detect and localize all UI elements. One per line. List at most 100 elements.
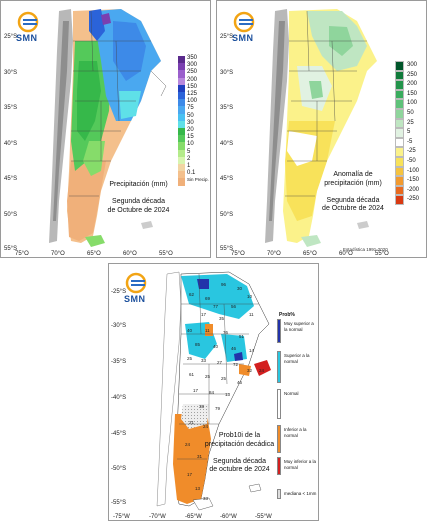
legend-label: 30 [187, 119, 194, 126]
legend-label: -50 [407, 158, 416, 164]
lon-label: -70°W [149, 514, 166, 520]
legend-swatch [395, 195, 404, 205]
legend-label: 50 [407, 110, 414, 116]
station-value: 62 [189, 292, 195, 297]
title-line: Anomalía de [333, 171, 373, 178]
title-line: Precipitación (mm) [109, 181, 168, 188]
station-value: 77 [213, 304, 219, 309]
station-value: 61 [189, 372, 195, 377]
smn-logo-icon [233, 11, 255, 33]
precipitation-title: Precipitación (mm) Segunda década de Oct… [101, 181, 176, 215]
legend-swatch [178, 77, 185, 85]
lat-label: 50°S [220, 212, 234, 218]
title-line: Segunda década [213, 457, 266, 465]
probability-title: Prob10i de la precipitación decádica Seg… [197, 432, 282, 475]
station-value: 85 [195, 342, 201, 347]
station-value: 46 [237, 380, 243, 385]
legend-swatch [178, 120, 185, 128]
legend-label: 300 [187, 62, 198, 69]
legend-swatch [178, 84, 185, 92]
station-value: 51 [239, 334, 245, 339]
station-value: 24 [185, 442, 191, 447]
legend-label: Muy inferior a la normal [284, 459, 317, 470]
station-value: 35 [219, 316, 225, 321]
smn-logo-text: SMN [124, 294, 146, 304]
statistics-footnote: Estadística 1991-2020 [343, 247, 388, 252]
probability-panel: 96 30 10 62 69 77 56 17 35 11 40 11 76 51 85 40 46 14 25 33… [108, 263, 319, 521]
station-value: 69 [205, 296, 211, 301]
station-value: 24 [203, 424, 209, 429]
lat-label: -45°S [111, 431, 127, 437]
lat-label: 45°S [4, 176, 18, 182]
legend-label: 200 [187, 76, 198, 83]
lon-label: 65°O [87, 251, 101, 257]
lat-label: 30°S [220, 70, 234, 76]
legend-swatch [178, 164, 185, 172]
legend-swatch [277, 425, 281, 453]
station-value: 24 [259, 368, 265, 373]
legend-label: 250 [407, 71, 418, 78]
station-value: 79 [215, 406, 221, 411]
legend-label: 20 [187, 127, 194, 133]
station-value: 31 [197, 454, 203, 459]
legend-label: 300 [407, 62, 418, 68]
legend-swatch [178, 99, 185, 107]
lat-label: 45°S [220, 176, 234, 182]
lon-label: 55°O [159, 251, 173, 257]
title-line: de Octubre de 2024 [107, 206, 170, 214]
legend-label: 350 [187, 55, 198, 61]
legend-swatch [277, 489, 281, 499]
legend-swatch [178, 149, 185, 157]
lat-label: -30°S [111, 323, 127, 329]
lat-label: 35°S [4, 105, 18, 111]
station-value: 11 [205, 328, 210, 333]
legend-label: mediana < 1mm [284, 491, 317, 496]
legend-swatch [178, 113, 185, 121]
legend-label: Sin Precip. [187, 177, 209, 183]
station-value: 13 [195, 486, 201, 491]
legend-label: 150 [187, 83, 198, 90]
station-value: 21 [189, 420, 195, 425]
legend-swatch [395, 185, 404, 196]
station-value: 30 [237, 286, 243, 291]
legend-swatch [178, 128, 185, 136]
title-line: de octubre de 2024 [209, 466, 270, 473]
station-value: 27 [217, 360, 223, 365]
lat-label: -40°S [111, 395, 127, 401]
title-line: precipitación decádica [204, 440, 275, 448]
lat-label: 55°S [220, 246, 234, 252]
legend-label: -5 [407, 138, 413, 145]
station-value: 17 [193, 388, 199, 393]
legend-swatch [178, 70, 185, 78]
legend-label: 125 [187, 91, 198, 97]
lon-label: -60°W [220, 514, 237, 520]
legend-label: 50 [187, 112, 194, 119]
station-value: 96 [221, 282, 227, 287]
legend-label: 100 [187, 98, 198, 105]
lon-label: -75°W [113, 514, 130, 520]
legend-label: Superior a la normal [284, 353, 310, 364]
legend-label: 200 [407, 81, 418, 88]
probability-map [109, 264, 318, 520]
lon-label: 75°O [231, 251, 245, 257]
station-value: 13 [225, 392, 231, 397]
legend-label: 100 [407, 100, 418, 107]
station-value: 33 [203, 496, 209, 501]
legend-swatch [395, 166, 404, 177]
precipitation-map [1, 1, 210, 257]
station-value: 56 [231, 304, 237, 309]
legend-label: 25 [407, 119, 414, 126]
legend-label: Muy superior a la normal [284, 321, 314, 332]
station-value: 76 [223, 330, 229, 335]
legend-swatch [395, 128, 404, 138]
precipitation-panel: 25°S 30°S 35°S 40°S 45°S 50°S 55°S 75°O … [0, 0, 211, 258]
legend-label: 15 [187, 134, 194, 141]
legend-label: -25 [407, 148, 416, 155]
lat-label: 50°S [4, 212, 18, 218]
lon-label: -65°W [185, 514, 202, 520]
lon-label: 75°O [15, 251, 29, 257]
lon-label: 70°O [267, 251, 281, 257]
legend-swatch [395, 89, 404, 100]
legend-label: 10 [187, 141, 194, 148]
legend-label: 75 [187, 105, 194, 112]
